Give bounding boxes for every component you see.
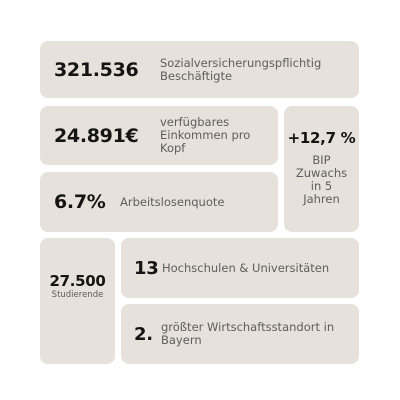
universities-value: 13 [134, 257, 159, 279]
gdp-label: BIP Zuwachs in 5 Jahren [295, 152, 348, 206]
employees-label-line2: Beschäftigte [160, 68, 233, 83]
employees-label: Sozialversicherungspflichtig Beschäftigt… [160, 55, 322, 83]
universities-label: Hochschulen & Universitäten [162, 260, 330, 275]
business-location-card: 2. größter Wirtschaftsstandort in Bayern [121, 304, 359, 364]
income-label: verfügbares Einkommen pro Kopf [160, 115, 251, 155]
business-location-label: größter Wirtschaftsstandort in Bayern [161, 320, 335, 347]
unemployment-label: Arbeitslosenquote [120, 194, 225, 209]
students-value: 27.500 [49, 272, 106, 290]
income-value: 24.891€ [54, 124, 139, 147]
employees-label-line1: Sozialversicherungspflichtig [160, 55, 322, 70]
students-card: 27.500 Studierende [40, 238, 115, 364]
unemployment-card: 6.7% Arbeitslosenquote [40, 172, 278, 232]
employees-value: 321.536 [54, 58, 139, 81]
business-location-value: 2. [134, 323, 153, 345]
universities-card: 13 Hochschulen & Universitäten [121, 238, 359, 298]
gdp-label-line1: BIP [312, 152, 331, 167]
unemployment-value: 6.7% [54, 191, 106, 213]
gdp-label-line2: Zuwachs [295, 165, 348, 180]
income-card: 24.891€ verfügbares Einkommen pro Kopf [40, 106, 278, 165]
employees-card: 321.536 Sozialversicherungspflichtig Bes… [40, 41, 359, 98]
gdp-label-line3: in 5 [310, 178, 333, 193]
gdp-card: +12,7 % BIP Zuwachs in 5 Jahren [284, 106, 359, 232]
gdp-label-line4: Jahren [303, 191, 340, 206]
students-label: Studierende [51, 290, 104, 300]
gdp-value: +12,7 % [287, 128, 356, 147]
